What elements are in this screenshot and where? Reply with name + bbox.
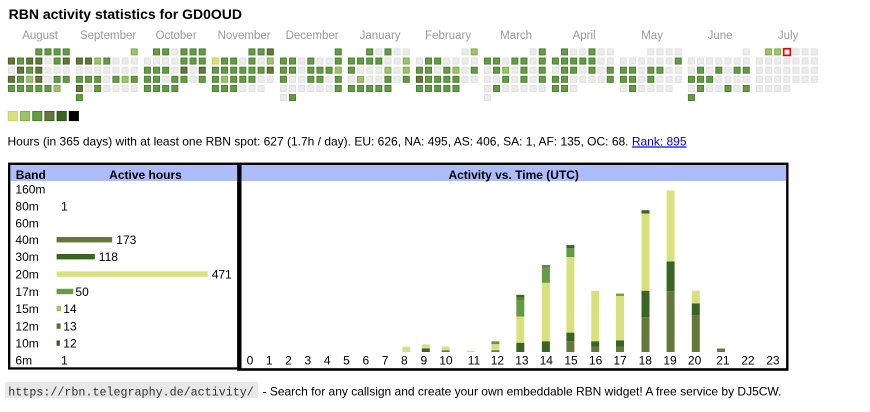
svg-text:https://rbn.telegraphy.de/acti: https://rbn.telegraphy.de/activity/ — [8, 386, 253, 400]
svg-text:7: 7 — [382, 354, 389, 368]
svg-text:Activity vs. Time (UTC): Activity vs. Time (UTC) — [448, 168, 578, 182]
svg-text:August: August — [22, 30, 59, 42]
svg-text:February: February — [425, 30, 471, 42]
svg-text:13: 13 — [515, 354, 529, 368]
svg-text:3: 3 — [304, 354, 311, 368]
svg-text:March: March — [500, 30, 532, 42]
svg-text:April: April — [573, 30, 596, 42]
svg-text:1: 1 — [61, 200, 68, 214]
svg-text:17m: 17m — [15, 285, 38, 299]
svg-text:17: 17 — [613, 354, 627, 368]
svg-text:22: 22 — [741, 354, 755, 368]
svg-text:Band: Band — [16, 168, 46, 182]
svg-text:Active hours: Active hours — [109, 168, 182, 182]
svg-text:12: 12 — [63, 337, 77, 351]
svg-text:21: 21 — [716, 354, 730, 368]
svg-text:1: 1 — [61, 354, 68, 368]
svg-text:January: January — [360, 30, 401, 42]
svg-text:October: October — [156, 30, 197, 42]
svg-text:60m: 60m — [15, 216, 38, 230]
svg-text:1: 1 — [266, 354, 273, 368]
svg-text:10m: 10m — [15, 337, 38, 351]
svg-text:9: 9 — [420, 354, 427, 368]
svg-text:18: 18 — [639, 354, 653, 368]
svg-text:14: 14 — [540, 354, 554, 368]
svg-text:14: 14 — [63, 302, 77, 316]
svg-text:13: 13 — [63, 320, 77, 334]
svg-text:RBN activity statistics for GD: RBN activity statistics for GD0OUD — [9, 6, 242, 22]
svg-text:2: 2 — [285, 354, 292, 368]
svg-text:June: June — [708, 30, 733, 42]
svg-text:10: 10 — [439, 354, 453, 368]
svg-text:471: 471 — [212, 268, 232, 282]
svg-text:173: 173 — [116, 233, 136, 247]
svg-text:4: 4 — [324, 354, 331, 368]
svg-text:5: 5 — [343, 354, 350, 368]
svg-text:15m: 15m — [15, 302, 38, 316]
svg-text:0: 0 — [247, 354, 254, 368]
svg-text:160m: 160m — [15, 183, 45, 197]
svg-text:11: 11 — [468, 354, 481, 368]
svg-text:20m: 20m — [15, 268, 38, 282]
svg-text:12m: 12m — [15, 320, 38, 334]
svg-text:40m: 40m — [15, 233, 38, 247]
svg-text:50: 50 — [75, 285, 89, 299]
svg-text:8: 8 — [401, 354, 408, 368]
svg-text:19: 19 — [663, 354, 677, 368]
svg-text:July: July — [778, 30, 799, 42]
svg-text:September: September — [80, 30, 136, 42]
svg-text:- Search for any callsign and: - Search for any callsign and create you… — [263, 385, 782, 399]
svg-text:16: 16 — [589, 354, 603, 368]
svg-text:20: 20 — [688, 354, 702, 368]
svg-text:Hours (in 365 days) with at le: Hours (in 365 days) with at least one RB… — [8, 134, 687, 148]
svg-text:15: 15 — [564, 354, 578, 368]
svg-text:80m: 80m — [15, 200, 38, 214]
svg-text:December: December — [286, 30, 339, 42]
svg-text:May: May — [641, 30, 663, 42]
svg-text:118: 118 — [99, 250, 118, 264]
svg-text:30m: 30m — [15, 250, 38, 264]
svg-text:November: November — [218, 30, 271, 42]
svg-text:6m: 6m — [15, 354, 32, 368]
svg-text:23: 23 — [766, 354, 780, 368]
svg-text:12: 12 — [491, 354, 505, 368]
svg-text:6: 6 — [362, 354, 369, 368]
